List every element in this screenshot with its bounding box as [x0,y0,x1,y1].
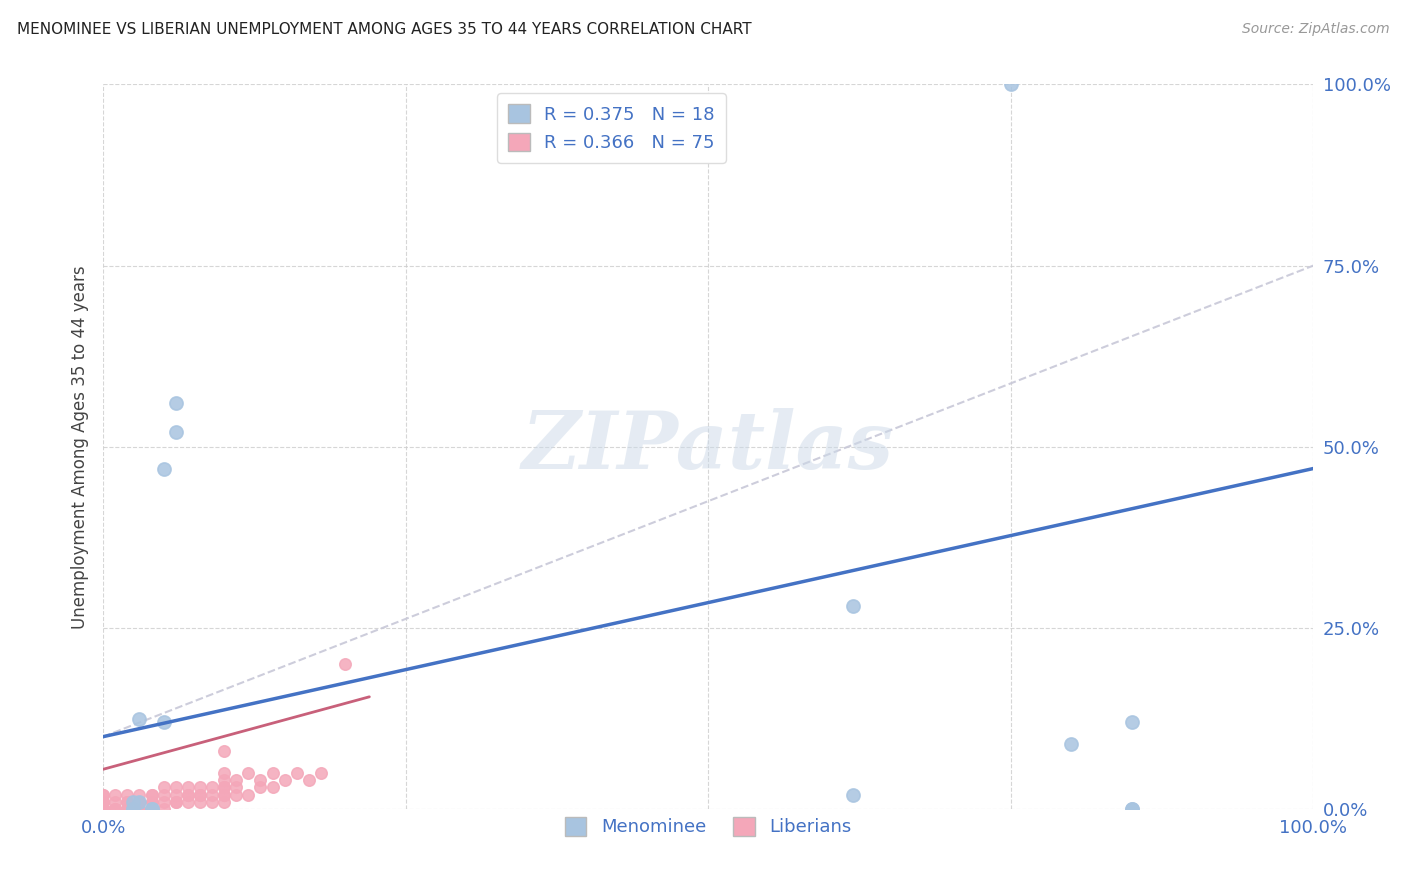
Point [225,773,247,788]
Point [188,780,211,795]
Text: ZIPatlas: ZIPatlas [522,408,894,485]
Point [91,802,114,816]
Point [141,802,163,816]
Point [201,788,224,802]
Point [117,795,139,809]
Point [152,802,174,816]
Point [91,795,114,809]
Point [141,795,163,809]
Point [152,715,174,730]
Point [212,765,235,780]
Point [177,780,200,795]
Point [141,802,163,816]
Point [91,795,114,809]
Point [177,795,200,809]
Point [201,795,224,809]
Point [212,773,235,788]
Point [165,425,187,440]
Point [128,802,150,816]
Point [188,788,211,802]
Point [152,780,174,795]
Point [122,802,145,816]
Point [262,780,284,795]
Point [842,599,865,614]
Point [1121,802,1143,816]
Point [91,802,114,816]
Point [152,788,174,802]
Point [91,802,114,816]
Point [188,795,211,809]
Point [122,795,145,809]
Point [177,788,200,802]
Point [91,788,114,802]
Point [141,788,163,802]
Point [117,788,139,802]
Point [117,802,139,816]
Point [188,788,211,802]
Point [91,788,114,802]
Point [177,788,200,802]
Point [91,802,114,816]
Point [128,788,150,802]
Point [309,765,332,780]
Point [842,788,865,802]
Point [91,802,114,816]
Legend: Menominee, Liberians: Menominee, Liberians [558,810,859,844]
Point [91,802,114,816]
Point [201,780,224,795]
Point [212,795,235,809]
Point [91,802,114,816]
Point [117,795,139,809]
Point [249,780,271,795]
Point [122,802,145,816]
Point [212,788,235,802]
Point [1000,78,1022,92]
Point [104,802,127,816]
Point [165,795,187,809]
Point [285,765,308,780]
Text: MENOMINEE VS LIBERIAN UNEMPLOYMENT AMONG AGES 35 TO 44 YEARS CORRELATION CHART: MENOMINEE VS LIBERIAN UNEMPLOYMENT AMONG… [17,22,751,37]
Point [212,780,235,795]
Point [117,802,139,816]
Point [238,765,260,780]
Point [333,657,356,672]
Point [165,780,187,795]
Point [238,788,260,802]
Point [212,780,235,795]
Point [128,795,150,809]
Point [104,795,127,809]
Point [91,802,114,816]
Point [1121,802,1143,816]
Point [165,795,187,809]
Point [91,802,114,816]
Point [225,780,247,795]
Point [1121,715,1143,730]
Text: Source: ZipAtlas.com: Source: ZipAtlas.com [1241,22,1389,37]
Point [128,802,150,816]
Point [152,461,174,475]
Point [91,795,114,809]
Point [262,765,284,780]
Point [1060,737,1083,751]
Point [212,744,235,758]
Point [128,795,150,809]
Point [273,773,295,788]
Point [104,802,127,816]
Point [225,788,247,802]
Point [249,773,271,788]
Point [128,795,150,809]
Point [117,802,139,816]
Point [298,773,321,788]
Point [152,795,174,809]
Point [141,795,163,809]
Point [128,712,150,726]
Y-axis label: Unemployment Among Ages 35 to 44 years: Unemployment Among Ages 35 to 44 years [72,265,89,629]
Point [104,788,127,802]
Point [141,802,163,816]
Point [141,788,163,802]
Point [212,788,235,802]
Point [165,788,187,802]
Point [165,396,187,410]
